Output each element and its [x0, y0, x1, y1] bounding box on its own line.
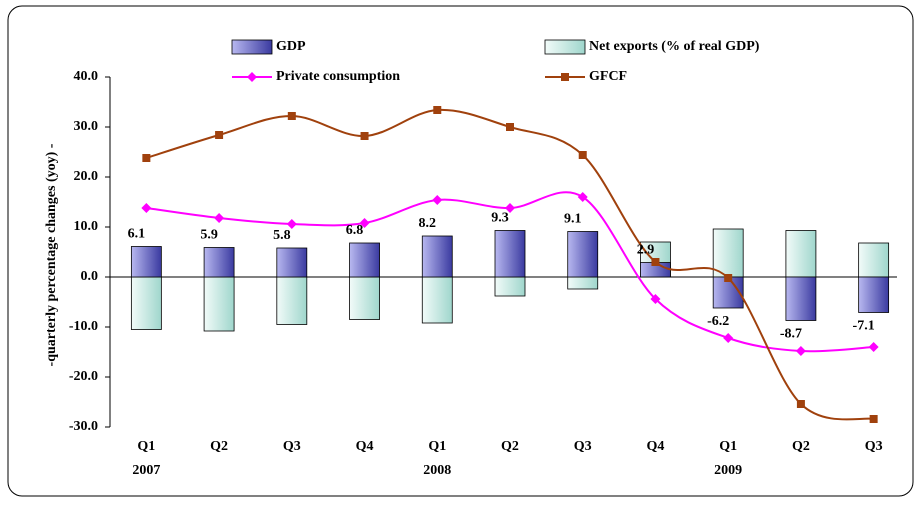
x-tick-label: Q3	[574, 439, 592, 454]
value-label: -8.7	[780, 327, 802, 342]
marker	[577, 192, 588, 202]
bar	[567, 231, 599, 278]
marker	[795, 346, 806, 356]
marker	[796, 400, 805, 408]
value-label: 9.3	[491, 211, 509, 226]
marker	[506, 123, 514, 131]
value-label: 2.9	[637, 243, 655, 258]
marker	[505, 203, 515, 213]
marker	[724, 274, 733, 282]
y-tick-label: 30.0	[74, 119, 99, 134]
legend-marker	[561, 73, 569, 81]
marker	[286, 219, 297, 229]
bar	[567, 276, 599, 290]
x-tick-label: Q2	[210, 439, 228, 454]
marker	[650, 294, 661, 304]
year-label: 2009	[714, 463, 742, 478]
bar	[494, 230, 526, 278]
bar	[203, 247, 235, 278]
x-tick-label: Q4	[647, 439, 665, 454]
value-label: 9.1	[564, 212, 582, 227]
x-tick-label: Q1	[137, 439, 155, 454]
legend-label: GFCF	[589, 69, 627, 84]
y-tick-label: 0.0	[81, 269, 99, 284]
y-tick-label: -20.0	[69, 369, 98, 384]
marker	[432, 195, 443, 205]
legend-label: Net exports (% of real GDP)	[589, 39, 760, 54]
marker	[214, 213, 225, 223]
bar	[130, 276, 162, 330]
line	[146, 108, 874, 421]
marker	[141, 203, 152, 213]
x-tick-label: Q1	[719, 439, 737, 454]
x-tick-label: Q1	[428, 439, 446, 454]
legend-swatch	[544, 39, 586, 55]
y-tick-label: 20.0	[74, 169, 99, 184]
y-tick-label: 40.0	[74, 69, 99, 84]
bar	[421, 235, 453, 278]
marker	[433, 106, 442, 114]
y-tick-label: -10.0	[69, 319, 98, 334]
marker	[359, 218, 370, 228]
value-label: 8.2	[419, 216, 437, 231]
legend-label: Private consumption	[276, 69, 400, 84]
legend-marker	[247, 72, 257, 82]
bar	[349, 276, 380, 320]
value-label: -6.2	[707, 314, 729, 329]
legend-label: GDP	[276, 39, 306, 54]
value-label: 6.8	[346, 223, 364, 238]
marker	[142, 154, 151, 162]
value-label: 5.8	[273, 228, 291, 243]
x-tick-label: Q2	[501, 439, 519, 454]
x-tick-label: Q3	[283, 439, 301, 454]
value-label: 6.1	[128, 227, 146, 242]
bar	[858, 242, 890, 278]
bar	[712, 276, 744, 309]
chart-frame	[7, 5, 914, 497]
x-tick-label: Q2	[792, 439, 810, 454]
marker	[360, 132, 369, 140]
marker	[723, 333, 734, 343]
marker	[578, 151, 587, 159]
bar	[203, 276, 235, 332]
y-axis-label: -quarterly percentage changes (yoy) -	[44, 143, 59, 366]
bar	[494, 276, 526, 297]
line	[146, 191, 874, 353]
marker	[215, 131, 224, 139]
bar	[421, 276, 453, 324]
bar	[349, 242, 380, 278]
bar	[276, 276, 308, 325]
year-label: 2007	[132, 463, 160, 478]
bar	[276, 247, 308, 278]
year-label: 2008	[423, 463, 451, 478]
marker	[869, 415, 878, 423]
legend-swatch	[231, 39, 273, 55]
x-tick-label: Q3	[865, 439, 883, 454]
bar	[130, 246, 162, 278]
bar	[858, 276, 890, 313]
value-label: 5.9	[200, 228, 218, 243]
value-label: -7.1	[853, 319, 875, 334]
bar	[785, 276, 817, 321]
marker	[868, 342, 879, 352]
x-tick-label: Q4	[356, 439, 374, 454]
y-tick-label: -30.0	[69, 419, 98, 434]
bar	[785, 230, 817, 278]
marker	[287, 112, 296, 120]
marker	[651, 258, 660, 266]
y-tick-label: 10.0	[74, 219, 99, 234]
